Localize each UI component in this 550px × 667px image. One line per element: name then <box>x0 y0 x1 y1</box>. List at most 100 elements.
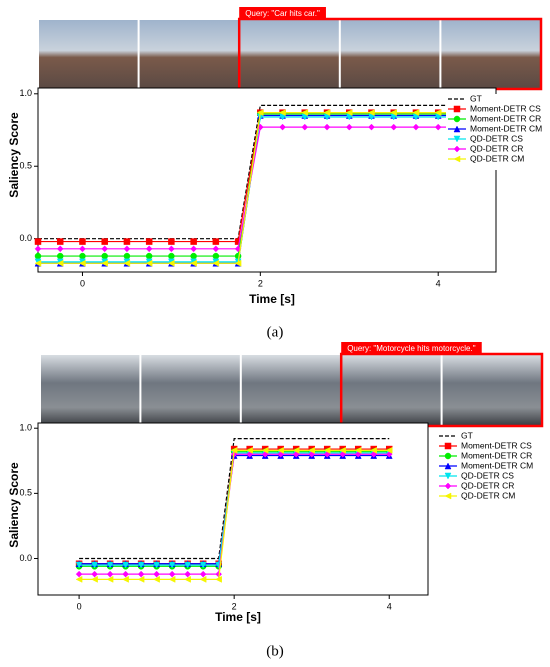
marker <box>199 570 207 578</box>
marker <box>168 561 176 569</box>
caption: (a) <box>267 324 284 340</box>
marker <box>412 109 420 117</box>
legend-label: Moment-DETR CM <box>470 123 542 133</box>
video-frame <box>240 20 339 88</box>
legend-label: Moment-DETR CM <box>461 460 533 470</box>
legend-label: Moment-DETR CR <box>461 450 532 460</box>
x-tick-label: 4 <box>436 278 441 288</box>
marker <box>412 123 420 131</box>
marker <box>367 109 375 117</box>
marker <box>292 446 300 454</box>
marker <box>106 575 114 583</box>
marker <box>234 259 242 267</box>
y-tick-label: 1.0 <box>19 88 32 98</box>
legend-label: QD-DETR CS <box>470 133 523 143</box>
marker <box>301 109 309 117</box>
marker <box>137 575 145 583</box>
y-axis-title: Saliency Score <box>7 462 21 548</box>
y-tick-label: 0.5 <box>19 488 32 498</box>
y-axis-title: Saliency Score <box>7 112 21 198</box>
marker <box>34 238 42 245</box>
marker <box>345 109 353 117</box>
marker <box>168 570 176 578</box>
legend-label: QD-DETR CR <box>461 480 514 490</box>
x-axis-title: Time [s] <box>249 292 295 306</box>
marker <box>123 245 131 253</box>
marker <box>78 259 86 267</box>
marker <box>106 561 114 569</box>
marker <box>168 245 175 253</box>
marker <box>453 115 461 123</box>
marker <box>145 259 153 267</box>
video-frame <box>241 355 341 425</box>
y-tick-label: 0.0 <box>19 553 32 563</box>
marker <box>190 245 197 253</box>
marker <box>323 446 331 454</box>
marker <box>91 570 98 578</box>
query-label: Query: "Car hits car." <box>245 9 320 18</box>
marker <box>101 238 108 245</box>
marker <box>246 446 253 454</box>
marker <box>370 446 377 454</box>
marker <box>167 259 175 267</box>
marker <box>79 245 86 253</box>
marker <box>123 252 131 260</box>
x-tick-label: 0 <box>80 278 85 288</box>
legend-label: QD-DETR CR <box>470 143 523 153</box>
marker <box>75 561 83 569</box>
x-tick-label: 0 <box>77 601 82 611</box>
marker <box>137 570 145 578</box>
marker <box>56 259 64 267</box>
y-tick-label: 0.5 <box>19 161 32 171</box>
marker <box>122 570 129 578</box>
y-tick-label: 0.0 <box>19 233 32 243</box>
query-label: Query: "Motorcycle hits motorcycle." <box>347 344 476 353</box>
marker <box>122 575 129 583</box>
marker <box>212 245 220 253</box>
marker <box>145 245 153 253</box>
x-tick-label: 2 <box>258 278 263 288</box>
marker <box>145 238 153 245</box>
marker <box>184 561 192 569</box>
x-tick-label: 4 <box>387 601 392 611</box>
legend-label: Moment-DETR CR <box>470 113 541 123</box>
marker <box>323 123 331 131</box>
series-line <box>79 438 390 560</box>
caption: (b) <box>266 643 284 659</box>
marker <box>323 109 331 117</box>
marker <box>453 135 461 143</box>
marker <box>230 446 238 454</box>
marker <box>153 575 160 583</box>
marker <box>75 570 83 578</box>
marker <box>277 446 284 454</box>
series-line <box>38 104 483 240</box>
marker <box>34 252 42 260</box>
marker <box>79 252 86 260</box>
legend-label: QD-DETR CM <box>470 153 524 163</box>
marker <box>279 123 286 131</box>
marker <box>345 123 353 131</box>
marker <box>168 252 175 260</box>
marker <box>137 561 145 569</box>
marker <box>444 492 452 500</box>
marker <box>56 238 64 245</box>
marker <box>184 575 191 583</box>
marker <box>75 575 83 583</box>
legend-label: GT <box>470 93 482 103</box>
video-frame <box>139 20 239 88</box>
marker <box>91 575 98 583</box>
video-frame <box>41 355 140 425</box>
marker <box>184 570 191 578</box>
marker <box>153 570 160 578</box>
marker <box>256 109 264 117</box>
x-tick-label: 2 <box>232 601 237 611</box>
marker <box>453 105 461 113</box>
marker <box>434 123 442 131</box>
marker <box>444 452 452 460</box>
marker <box>339 446 346 454</box>
marker <box>56 252 64 260</box>
marker <box>79 238 86 245</box>
legend-label: QD-DETR CS <box>461 470 514 480</box>
